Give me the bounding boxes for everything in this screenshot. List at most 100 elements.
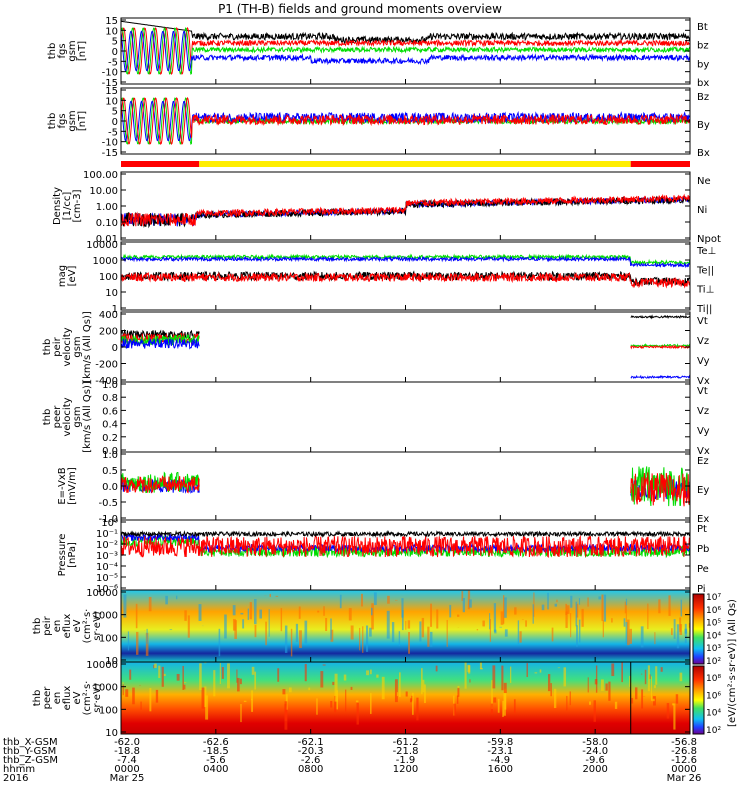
spectrogram-streak <box>399 672 401 697</box>
spectrogram-streak <box>605 683 608 691</box>
spectrogram-streak <box>373 592 377 606</box>
spectrogram-streak <box>482 620 485 627</box>
spectrogram-streak <box>135 603 138 629</box>
spectrogram-streak <box>436 609 439 629</box>
legend-entry: Bx <box>697 148 710 159</box>
x-row-label: thb_X-GSM <box>3 737 58 748</box>
y-tick-label: 0.4 <box>102 420 118 431</box>
x-axis-value: -26.8 <box>671 746 697 757</box>
y-tick-label: 1.00 <box>96 202 118 213</box>
y-tick-label: 5 <box>112 107 118 118</box>
y-tick-label: -10 <box>102 138 118 149</box>
spectrogram-streak <box>456 695 459 704</box>
spectrogram-streak <box>360 593 364 607</box>
spectrogram-streak <box>240 612 244 615</box>
spectrogram-streak <box>566 695 568 711</box>
spectrogram-streak <box>184 682 187 683</box>
spectrogram-streak <box>123 594 127 618</box>
y-tick-label: -1.0 <box>98 514 118 525</box>
spectrogram-streak <box>122 682 125 684</box>
legend-entry: Bt <box>697 22 708 33</box>
spectrogram-streak <box>254 624 257 638</box>
y-axis-label-line: [nT] <box>77 111 88 131</box>
trace-bx <box>121 30 690 72</box>
spectrogram-streak <box>625 598 628 606</box>
legend-entry: Pi <box>697 584 706 595</box>
x-axis-value: -1.9 <box>396 755 416 766</box>
spectrogram-streak <box>332 681 335 686</box>
spectrogram-streak <box>182 665 184 690</box>
y-axis-label-line: eflux <box>62 686 73 711</box>
spectrogram-streak <box>566 605 570 614</box>
spectrogram-streak <box>298 606 301 619</box>
panel-frame <box>120 381 691 453</box>
y-tick-label: 1 <box>112 304 118 315</box>
y-axis-label-line: fgs <box>57 43 68 58</box>
spectrogram-streak <box>551 627 554 642</box>
spectrogram-streak <box>161 666 164 687</box>
y-tick-label: 200 <box>99 327 118 338</box>
spectrogram-streak <box>493 697 497 703</box>
spectrogram-streak <box>165 595 168 605</box>
spectrogram-streak <box>169 629 173 631</box>
legend-entry: By <box>697 120 710 131</box>
y-tick-label: 0.6 <box>102 406 118 417</box>
spectrogram-streak <box>140 701 142 710</box>
y-tick-label: 0.5 <box>102 466 118 477</box>
legend-entry: Ey <box>697 485 709 496</box>
spectrogram-streak <box>675 694 679 704</box>
spectrogram-streak <box>277 668 280 682</box>
spectrogram-streak <box>323 606 325 616</box>
y-axis-label-line: peer <box>52 405 63 429</box>
spectrogram-streak <box>464 662 467 689</box>
spectrogram-streak <box>517 620 520 645</box>
spectrogram-streak <box>232 605 236 616</box>
spectrogram-streak <box>330 701 333 708</box>
spectrogram-streak <box>369 669 372 675</box>
spectrogram-streak <box>526 663 528 678</box>
spectrogram-streak <box>673 703 676 730</box>
spectrogram-streak <box>658 599 661 614</box>
spectrogram-streak <box>490 703 493 715</box>
spectrogram-streak <box>525 620 527 627</box>
x-axis-value: -20.3 <box>298 746 324 757</box>
x-axis-date: Mar 26 <box>667 773 702 784</box>
spectrogram-streak <box>457 614 460 617</box>
spectrogram-streak <box>304 620 308 644</box>
y-tick-label: -5 <box>108 57 118 68</box>
y-axis-label: Pressure[nPa] <box>57 534 78 577</box>
spectrogram-streak <box>148 596 152 612</box>
spectrogram-streak <box>614 701 618 709</box>
spectrogram-streak <box>513 699 516 714</box>
spectrogram-streak <box>268 609 270 637</box>
spectrogram-streak <box>652 698 655 702</box>
spectrogram-streak <box>234 620 237 639</box>
spectrogram-streak <box>629 675 632 687</box>
spectrogram-streak <box>504 688 507 710</box>
x-row-label: hhmm <box>3 764 35 775</box>
spectrogram-streak <box>467 664 471 673</box>
spectrogram-streak <box>251 666 255 675</box>
spectrogram-streak <box>135 631 139 655</box>
x-axis-value: -5.6 <box>206 755 226 766</box>
y-axis-label-line: Density <box>52 187 63 225</box>
spectrogram-streak <box>236 669 238 683</box>
spectrogram-streak <box>243 700 247 702</box>
y-tick-label: 10000 <box>86 660 118 671</box>
y-axis-label-line: [mV/m] <box>67 467 78 505</box>
trace-bz <box>121 26 690 76</box>
legend-entry: Vz <box>697 406 709 417</box>
spectrogram-streak <box>282 689 286 695</box>
legend-entry: Te⊥ <box>696 246 716 257</box>
spectrogram-streak <box>453 703 456 716</box>
spectrogram-streak <box>625 622 628 645</box>
x-row-label: thb_Y-GSM <box>3 746 56 757</box>
y-axis-label-line: [cm-3] <box>72 189 83 222</box>
spectrogram-streak <box>565 611 568 628</box>
colorbar-tick-label: 10⁸ <box>706 674 721 684</box>
legend-entry: Vx <box>697 376 710 387</box>
spectrogram-streak <box>369 627 372 637</box>
spectrogram-streak <box>251 690 254 712</box>
spectrogram-streak <box>359 627 361 651</box>
